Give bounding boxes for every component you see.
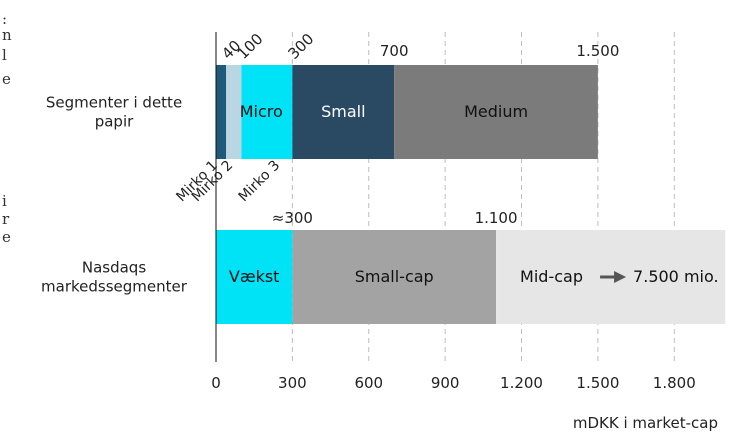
category-label: markedssegmenter <box>41 278 188 296</box>
bar-segment-vækst <box>216 230 293 324</box>
x-tick-label: 1.800 <box>653 374 696 392</box>
axes: 0 300 600 900 1.200 1.500 1.800 mDKK i market-c… <box>211 32 718 432</box>
boundary-label: 1.500 <box>576 42 619 60</box>
mirko-name-label: Mirko 3 <box>236 158 284 206</box>
category-label: Nasdaqs <box>82 259 146 277</box>
boundary-label: ≈300 <box>272 209 313 227</box>
bar-segment-small-cap <box>292 230 497 324</box>
bar-segment-mirko-2 <box>226 65 242 159</box>
boundary-label: 300 <box>284 30 317 63</box>
segment-label: Vækst <box>229 267 280 286</box>
segment-label: Medium <box>464 102 528 121</box>
cropped-glyph: e <box>2 228 11 246</box>
x-tick-label: 1.500 <box>576 374 619 392</box>
arrow-label: 7.500 mio. <box>633 267 719 286</box>
bar-segment-small <box>292 65 395 159</box>
x-tick-label: 0 <box>211 374 221 392</box>
cropped-glyph: r <box>2 210 10 228</box>
segment-label: Mid-cap <box>520 267 583 286</box>
bar-segment-medium <box>394 65 598 159</box>
bar-segments <box>216 65 726 324</box>
span-label-micro: Micro <box>240 102 283 121</box>
cropped-glyph: n <box>2 26 12 44</box>
category-label: Segmenter i dette <box>46 94 182 112</box>
cropped-glyph: : <box>2 10 8 28</box>
x-tick-label: 900 <box>431 374 460 392</box>
cropped-glyph: e <box>2 70 11 88</box>
boundary-label: 100 <box>234 30 267 63</box>
segment-label: Small <box>321 102 365 121</box>
x-tick-label: 1.200 <box>500 374 543 392</box>
segment-label: Small-cap <box>355 267 434 286</box>
category-label: papir <box>95 113 134 131</box>
cropped-glyph: l <box>2 46 7 64</box>
arrow-head-icon <box>614 271 627 283</box>
boundary-label: 700 <box>380 42 409 60</box>
cropped-glyph: i <box>2 192 7 210</box>
boundary-label: 1.100 <box>475 209 518 227</box>
bar-segment-mirko-1 <box>216 65 227 159</box>
x-tick-label: 600 <box>354 374 383 392</box>
x-tick-label: 300 <box>278 374 307 392</box>
x-axis-label: mDKK i market-cap <box>573 414 718 432</box>
bar-segment-mirko-3 <box>241 65 293 159</box>
